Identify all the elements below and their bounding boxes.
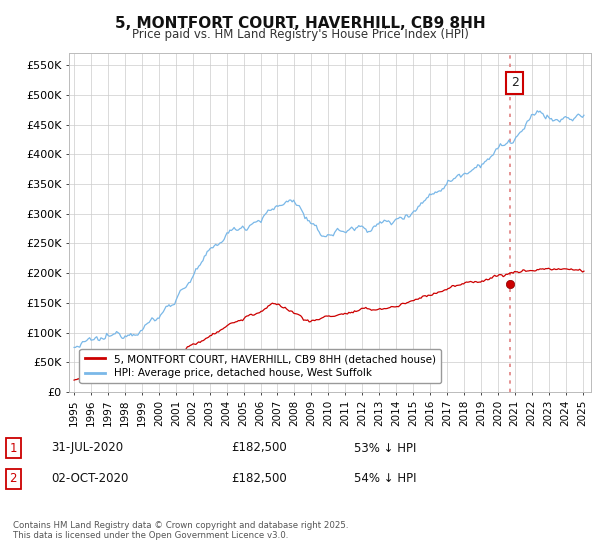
Text: 2: 2 [10,472,17,486]
Text: Contains HM Land Registry data © Crown copyright and database right 2025.
This d: Contains HM Land Registry data © Crown c… [13,521,349,540]
Text: 31-JUL-2020: 31-JUL-2020 [51,441,123,455]
Text: 53% ↓ HPI: 53% ↓ HPI [354,441,416,455]
Text: Price paid vs. HM Land Registry's House Price Index (HPI): Price paid vs. HM Land Registry's House … [131,28,469,41]
Legend: 5, MONTFORT COURT, HAVERHILL, CB9 8HH (detached house), HPI: Average price, deta: 5, MONTFORT COURT, HAVERHILL, CB9 8HH (d… [79,349,441,384]
Text: £182,500: £182,500 [231,441,287,455]
Text: £182,500: £182,500 [231,472,287,486]
Text: 2: 2 [511,76,518,90]
Text: 54% ↓ HPI: 54% ↓ HPI [354,472,416,486]
Text: 5, MONTFORT COURT, HAVERHILL, CB9 8HH: 5, MONTFORT COURT, HAVERHILL, CB9 8HH [115,16,485,31]
Text: 1: 1 [10,441,17,455]
Text: 02-OCT-2020: 02-OCT-2020 [51,472,128,486]
